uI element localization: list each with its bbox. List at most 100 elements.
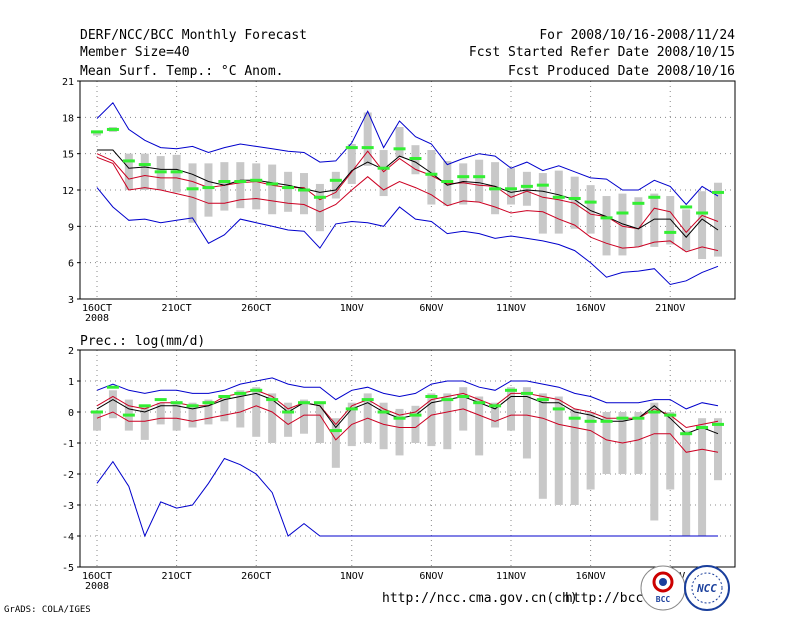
temp-x-year-label: 2008 <box>85 313 109 324</box>
temp-member-mark <box>457 175 470 179</box>
precip-y-tick-label: -2 <box>62 470 74 481</box>
temp-member-mark <box>648 195 661 199</box>
temp-member-mark <box>696 211 709 215</box>
temp-spread-box <box>300 173 308 215</box>
temp-member-mark <box>329 178 342 182</box>
ncc-logo: NCC <box>684 565 730 611</box>
temp-y-tick-label: 18 <box>62 113 74 124</box>
precip-panel-frame <box>79 349 736 568</box>
precip-member-mark <box>202 401 215 405</box>
precip-member-mark <box>170 401 183 405</box>
temp-member-mark <box>377 166 390 170</box>
temp-member-mark <box>91 130 103 134</box>
precip-member-mark <box>393 416 406 420</box>
precip-member-mark <box>696 426 709 429</box>
precip-spread-box <box>331 418 340 468</box>
temp-member-mark <box>489 187 502 191</box>
precip-member-mark <box>632 416 645 420</box>
precip-spread-box <box>315 402 324 443</box>
temp-member-mark <box>154 170 167 174</box>
precip-member-mark <box>313 401 326 405</box>
temp-x-tick-label: 16NOV <box>576 303 606 314</box>
precip-spread-box <box>586 412 595 490</box>
precip-member-mark <box>600 419 613 423</box>
temp-spread-box <box>427 150 436 205</box>
precip-spread-box <box>714 418 722 481</box>
precip-member-mark <box>345 407 358 411</box>
temp-spread-box <box>634 197 643 247</box>
temp-y-tick-label: 9 <box>68 222 74 233</box>
precip-member-mark <box>218 395 231 398</box>
bcc-url[interactable]: http://bcc.c <box>565 591 659 606</box>
ncc-logo-ring <box>684 565 730 611</box>
temp-member-mark <box>106 127 119 131</box>
precip-spread-box <box>602 412 611 474</box>
bcc-logo-text: BCC <box>656 595 671 604</box>
ncc-url[interactable]: http://ncc.cma.gov.cn(ch) <box>382 591 578 606</box>
temp-member-mark <box>536 183 549 187</box>
temp-member-mark <box>345 146 358 150</box>
precip-member-mark <box>122 413 135 417</box>
precip-spread-box <box>507 387 515 431</box>
precip-member-mark <box>106 385 119 389</box>
precip-member-mark <box>664 413 677 417</box>
temp-series-upper <box>96 150 719 234</box>
temp-series-lower <box>96 156 719 253</box>
bcc-logo: BCC <box>640 565 686 611</box>
bcc-logo-swirl <box>652 571 674 593</box>
temp-spread-box <box>124 153 133 190</box>
precip-member-mark <box>616 416 629 420</box>
precip-member-mark <box>536 398 549 402</box>
temp-member-mark <box>170 170 183 174</box>
precip-spread-box <box>427 393 436 447</box>
temp-spread-box <box>475 159 484 203</box>
temp-x-tick-label: 6NOV <box>419 303 443 314</box>
temp-spread-box <box>379 150 388 197</box>
temp-spread-box <box>395 127 404 158</box>
precip-spread-box <box>220 396 229 422</box>
precip-member-mark <box>91 410 103 414</box>
temp-member-mark <box>600 216 613 220</box>
precip-spread-box <box>252 387 261 437</box>
temp-member-mark <box>473 175 486 179</box>
precip-spread-box <box>666 412 675 490</box>
precip-x-year-label: 2008 <box>85 581 109 592</box>
precip-spread-box <box>379 402 388 450</box>
temp-series-mean <box>97 149 719 238</box>
temp-spread-box <box>315 183 324 232</box>
precip-series-mean <box>96 392 719 435</box>
temp-member-mark <box>664 230 677 234</box>
temp-spread-box <box>682 209 691 251</box>
precip-y-tick-label: 1 <box>68 377 74 388</box>
precip-x-tick-label: 1NOV <box>340 571 364 582</box>
precip-x-tick-label: 16OCT <box>82 571 112 582</box>
temp-member-mark <box>250 178 263 182</box>
precip-spread-box <box>538 393 547 499</box>
precip-member-mark <box>329 429 342 433</box>
temp-member-mark <box>393 147 406 151</box>
temp-spread-box <box>650 193 659 247</box>
temp-member-mark <box>234 180 247 184</box>
precip-member-mark <box>584 419 597 423</box>
temp-spread-box <box>554 170 563 234</box>
temp-spread-box <box>236 162 245 209</box>
temp-spread-box <box>459 163 468 205</box>
temp-member-mark <box>584 200 597 204</box>
precip-spread-box <box>522 387 531 459</box>
precip-member-mark <box>186 404 199 408</box>
precip-member-mark <box>457 395 470 398</box>
produced-date: Fcst Produced Date 2008/10/16 <box>508 64 735 79</box>
precip-spread-box <box>108 390 117 419</box>
precip-spread-box <box>268 393 277 443</box>
temp-member-mark <box>361 146 374 150</box>
grads-credit: GrADS: COLA/IGES <box>4 605 91 615</box>
ncc-logo-inner <box>691 572 723 604</box>
precip-member-mark <box>250 388 263 392</box>
precip-member-mark <box>712 422 724 426</box>
precip-y-tick-label: -5 <box>62 563 74 574</box>
temp-spread-box <box>331 171 340 199</box>
temp-member-mark <box>632 201 645 205</box>
temp-spread-box <box>204 163 213 217</box>
precip-spread-box <box>395 408 404 456</box>
